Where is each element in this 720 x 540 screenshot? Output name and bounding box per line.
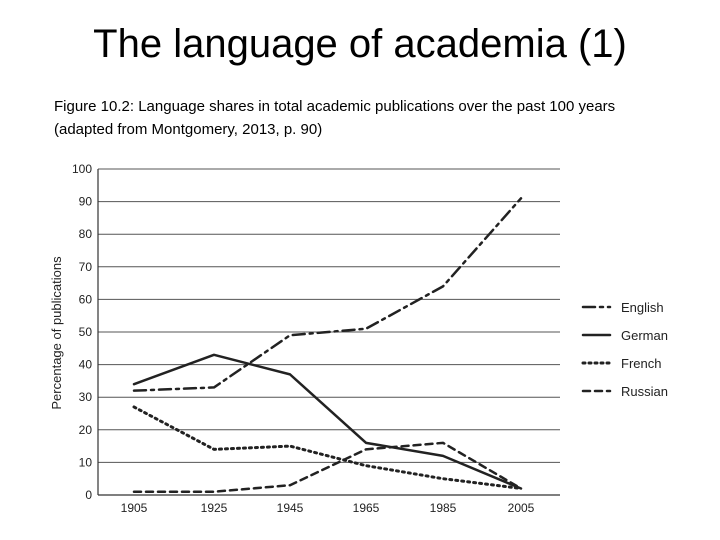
series-line-german bbox=[132, 353, 523, 490]
grid-lines bbox=[98, 168, 560, 463]
series-line-russian bbox=[132, 441, 523, 493]
y-tick-40: 40 bbox=[79, 358, 93, 372]
y-tick-60: 60 bbox=[79, 292, 93, 306]
y-tick-100: 100 bbox=[72, 162, 92, 176]
x-tick-1945: 1945 bbox=[277, 501, 304, 515]
y-tick-0: 0 bbox=[85, 488, 92, 502]
y-tick-90: 90 bbox=[79, 195, 93, 209]
legend-label-english: English bbox=[621, 300, 664, 315]
x-tick-1905: 1905 bbox=[121, 501, 148, 515]
series-line-french bbox=[132, 405, 523, 490]
y-tick-labels: 0 10 20 30 40 50 60 70 80 90 100 bbox=[72, 162, 92, 502]
y-tick-70: 70 bbox=[79, 260, 93, 274]
x-tick-labels: 1905 1925 1945 1965 1985 2005 bbox=[121, 501, 535, 515]
legend-label-french: French bbox=[621, 356, 661, 371]
legend-label-german: German bbox=[621, 328, 668, 343]
y-tick-10: 10 bbox=[79, 455, 93, 469]
x-tick-1925: 1925 bbox=[201, 501, 228, 515]
x-tick-1985: 1985 bbox=[430, 501, 457, 515]
figure-caption: Figure 10.2: Language shares in total ac… bbox=[54, 95, 694, 141]
y-tick-20: 20 bbox=[79, 423, 93, 437]
axes bbox=[97, 169, 560, 496]
series-line-english bbox=[132, 197, 523, 392]
caption-line-1: Figure 10.2: Language shares in total ac… bbox=[54, 98, 616, 115]
x-tick-2005: 2005 bbox=[508, 501, 535, 515]
y-tick-30: 30 bbox=[79, 390, 93, 404]
legend-label-russian: Russian bbox=[621, 384, 668, 399]
slide-title: The language of academia (1) bbox=[93, 22, 627, 66]
y-tick-80: 80 bbox=[79, 227, 93, 241]
y-axis-label: Percentage of publications bbox=[49, 256, 64, 410]
series-lines bbox=[132, 197, 523, 493]
x-tick-1965: 1965 bbox=[353, 501, 380, 515]
legend: English German French Russian bbox=[581, 300, 668, 399]
caption-line-2: (adapted from Montgomery, 2013, p. 90) bbox=[54, 121, 323, 138]
y-tick-50: 50 bbox=[79, 325, 93, 339]
